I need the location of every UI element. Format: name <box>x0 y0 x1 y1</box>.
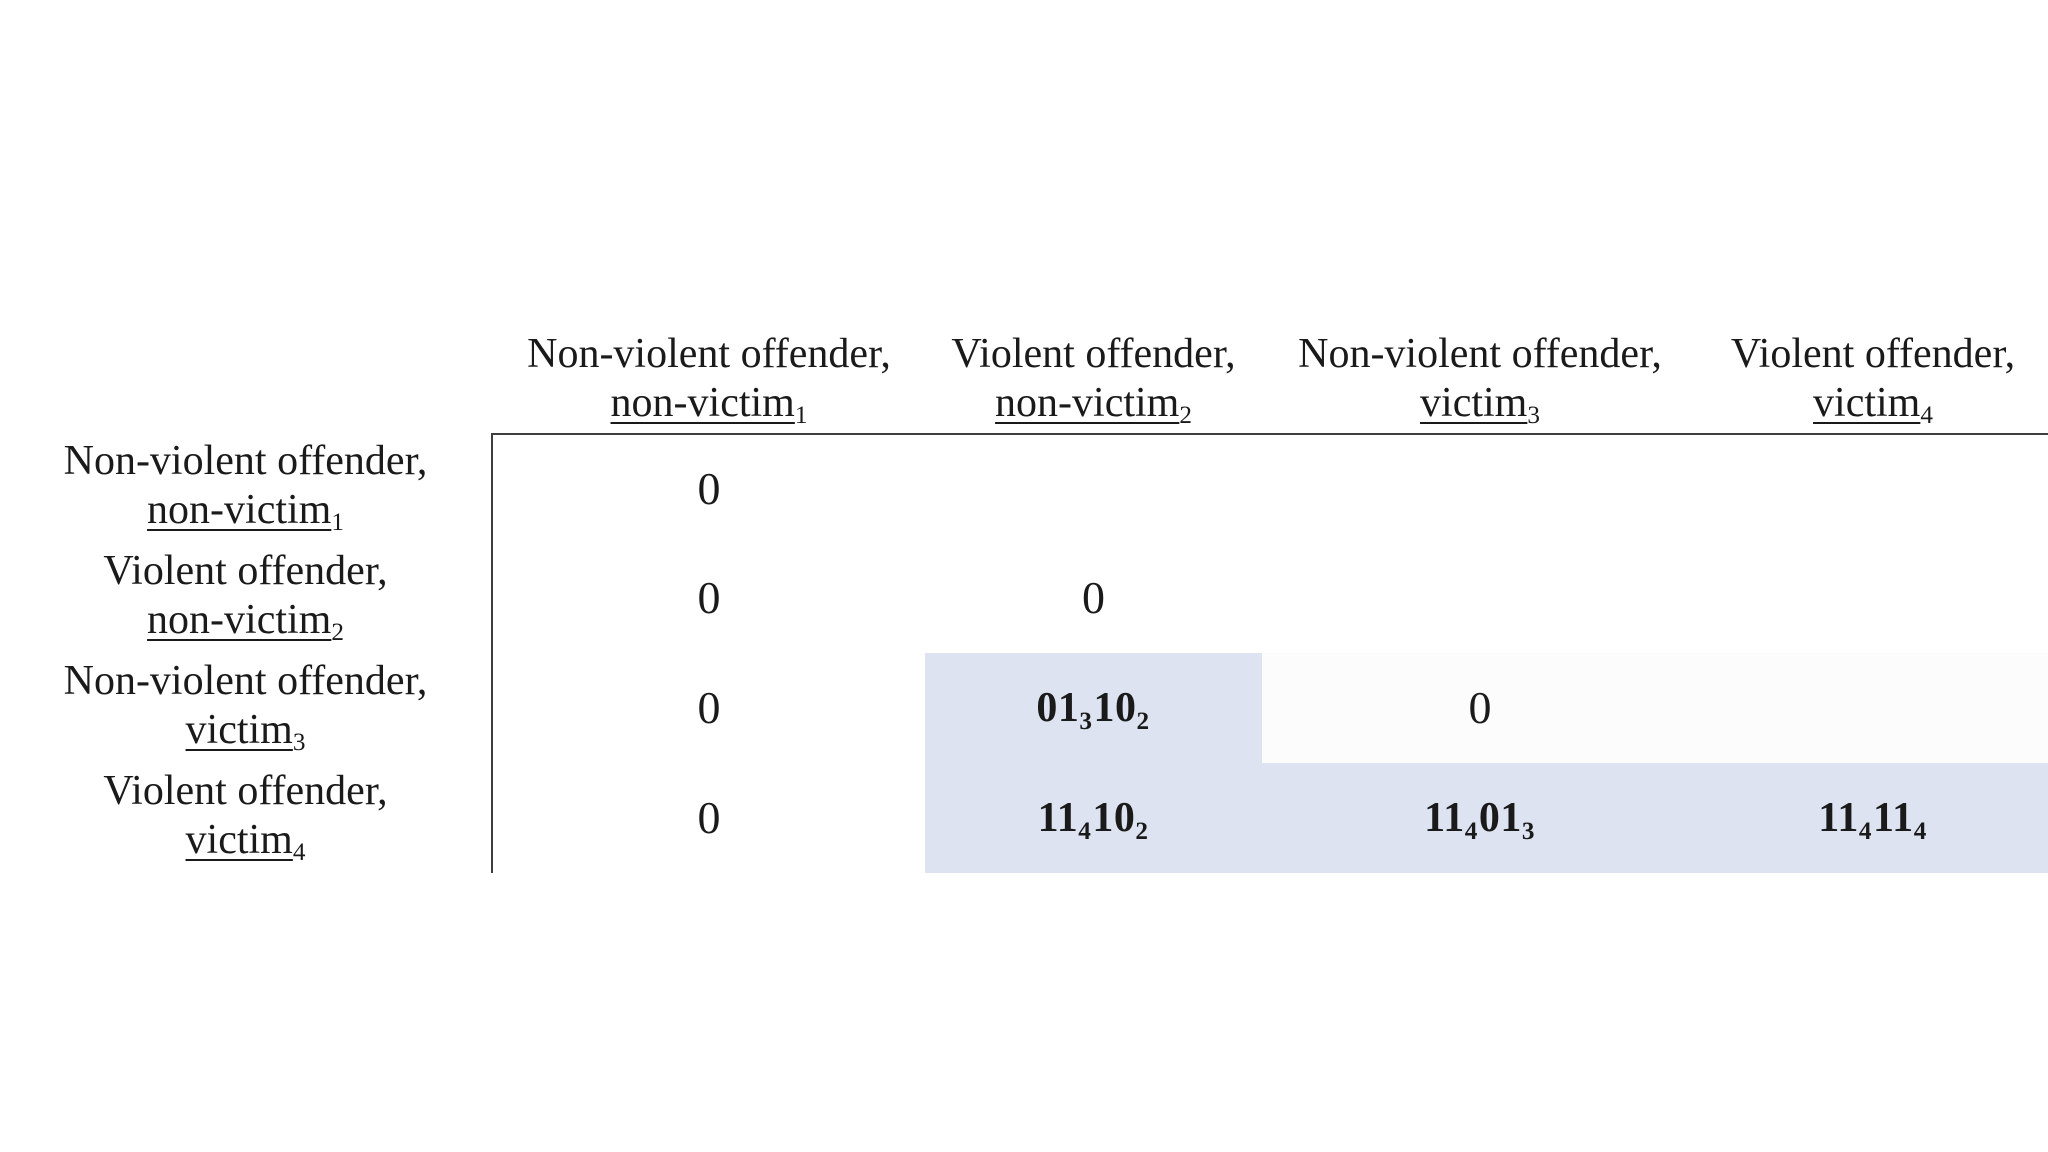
subscript: 2 <box>331 618 344 646</box>
subscript: 4 <box>1858 818 1872 846</box>
cell-value: 0 <box>697 463 721 514</box>
matrix-cell: 114102 <box>925 763 1262 873</box>
column-header-group: victim3 <box>1420 380 1540 430</box>
cell-code-value: 114114 <box>1818 795 1927 846</box>
column-header-category: Violent offender, <box>951 331 1236 377</box>
cell-value: 0 <box>1468 682 1492 733</box>
subscript: 3 <box>1527 402 1540 430</box>
column-header-group: non-victim1 <box>610 380 808 430</box>
matrix-cell: 114013 <box>1262 763 1698 873</box>
subscript: 4 <box>1464 818 1478 846</box>
row-header-category: Non-violent offender, <box>63 657 428 704</box>
matrix-cell <box>1698 433 2048 543</box>
matrix-cell <box>1262 543 1698 653</box>
row-header-category: Violent offender, <box>103 547 388 594</box>
matrix-cell: 0 <box>493 653 925 763</box>
matrix-cell: 013102 <box>925 653 1262 763</box>
subscript: 3 <box>1521 818 1535 846</box>
matrix-cell <box>1698 543 2048 653</box>
subscript: 3 <box>292 728 306 756</box>
row-header: Violent offender, victim4 <box>0 763 493 873</box>
subscript: 2 <box>1179 402 1192 430</box>
row-header-category: Violent offender, <box>103 767 388 814</box>
row-header-group: non-victim1 <box>147 486 344 536</box>
subscript: 4 <box>292 838 306 866</box>
row-header-group: victim4 <box>185 816 306 866</box>
row-header: Non-violent offender, victim3 <box>0 653 493 763</box>
subscript: 4 <box>1920 402 1933 430</box>
matrix-cell: 114114 <box>1698 763 2048 873</box>
cell-value: 0 <box>697 792 721 843</box>
matrix-cell <box>1262 433 1698 543</box>
column-header-row: Non-violent offender, non-victim1 Violen… <box>493 331 2048 433</box>
matrix-cell: 0 <box>1262 653 1698 763</box>
subscript: 4 <box>1913 818 1927 846</box>
cell-code-value: 013102 <box>1036 685 1150 736</box>
row-header-group: non-victim2 <box>147 596 344 646</box>
column-header-category: Non-violent offender, <box>1298 331 1662 377</box>
subscript: 2 <box>1135 818 1149 846</box>
cell-value: 0 <box>697 682 721 733</box>
subscript: 3 <box>1079 708 1093 736</box>
cell-code-value: 114013 <box>1424 795 1535 846</box>
row-header: Violent offender, non-victim2 <box>0 543 493 653</box>
subscript: 1 <box>331 508 344 536</box>
matrix-cell: 0 <box>493 543 925 653</box>
matrix-cell: 0 <box>493 763 925 873</box>
column-header-category: Violent offender, <box>1730 331 2016 377</box>
cell-code-value: 114102 <box>1037 795 1149 846</box>
subscript: 4 <box>1078 818 1092 846</box>
column-header-violent-nonvictim: Violent offender, non-victim2 <box>925 330 1262 433</box>
subscript: 2 <box>1136 708 1150 736</box>
row-header: Non-violent offender, non-victim1 <box>0 433 493 543</box>
row-header-category: Non-violent offender, <box>63 437 428 484</box>
matrix-cell: 0 <box>493 433 925 543</box>
subscript: 1 <box>794 402 808 430</box>
row-header-group: victim3 <box>185 706 306 756</box>
column-header-group: victim4 <box>1813 380 1933 430</box>
column-header-category: Non-violent offender, <box>527 331 891 377</box>
matrix-cell: 0 <box>925 543 1262 653</box>
cell-value: 0 <box>697 572 721 623</box>
matrix-cell <box>1698 653 2048 763</box>
column-header-nonviolent-victim: Non-violent offender, victim3 <box>1262 330 1698 433</box>
column-header-violent-victim: Violent offender, victim4 <box>1698 330 2048 433</box>
cell-value: 0 <box>1082 572 1105 623</box>
matrix-cell <box>925 433 1262 543</box>
classification-matrix: Non-violent offender, non-victim1 0 Violent… <box>0 433 2048 873</box>
column-header-nonviolent-nonvictim: Non-violent offender, non-victim1 <box>493 330 925 433</box>
column-header-group: non-victim2 <box>995 380 1192 430</box>
